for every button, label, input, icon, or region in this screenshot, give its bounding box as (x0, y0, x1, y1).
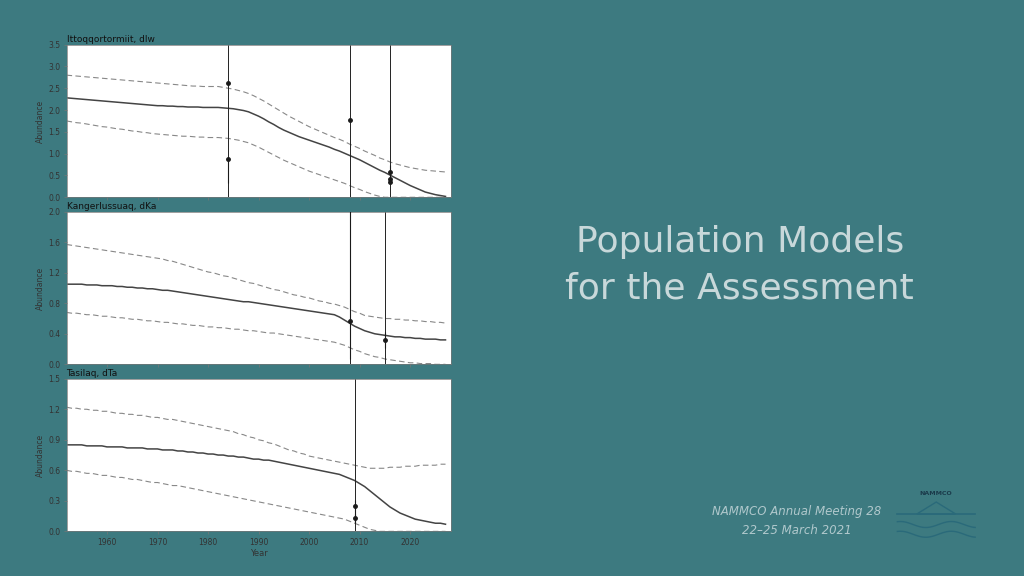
Text: Tasilaq, dTa: Tasilaq, dTa (67, 369, 118, 378)
Y-axis label: Abundance: Abundance (37, 434, 45, 476)
Y-axis label: Abundance: Abundance (37, 100, 45, 142)
X-axis label: Year: Year (250, 550, 267, 558)
Text: NAMMCO: NAMMCO (920, 491, 952, 495)
Text: NAMMCO Annual Meeting 28
22–25 March 2021: NAMMCO Annual Meeting 28 22–25 March 202… (712, 505, 882, 537)
Text: Ittoqqortormiit, dIw: Ittoqqortormiit, dIw (67, 35, 155, 44)
Text: Kangerlussuaq, dKa: Kangerlussuaq, dKa (67, 202, 156, 211)
Text: Population Models
for the Assessment: Population Models for the Assessment (565, 225, 914, 305)
Y-axis label: Abundance: Abundance (37, 267, 45, 309)
